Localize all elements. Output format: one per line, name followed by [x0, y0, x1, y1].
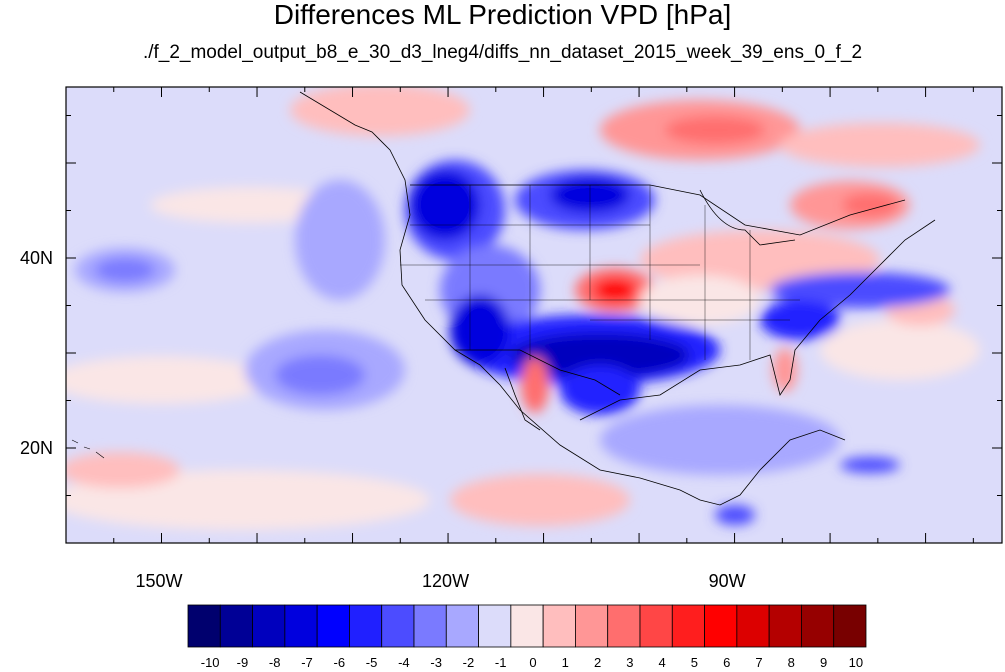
- blue-patch: [770, 272, 950, 308]
- blue-patch: [275, 355, 365, 395]
- lon-label: 120W: [422, 571, 470, 591]
- state-borders: [400, 185, 800, 360]
- state-border-lines: [400, 224, 800, 321]
- field-shading: [66, 87, 1002, 543]
- colorbar-swatch: [833, 604, 867, 648]
- colorbar-label: 1: [561, 655, 569, 670]
- blue-patch: [295, 180, 385, 300]
- colorbar-label: 4: [658, 655, 666, 670]
- lon-label: 150W: [135, 571, 183, 591]
- colorbar-label: -1: [494, 655, 507, 670]
- colorbar-label: 9: [819, 655, 828, 670]
- colorbar-label: 7: [755, 655, 763, 670]
- colorbar-label: 3: [626, 655, 634, 670]
- colorbar-swatch: [768, 604, 802, 648]
- red-patch: [842, 193, 898, 217]
- colorbar-swatch: [671, 604, 705, 648]
- plot-frame: [65, 86, 1003, 544]
- lat-label: 40N: [20, 248, 54, 268]
- colorbar-swatch: [639, 604, 673, 648]
- blue-patch: [450, 295, 510, 365]
- colorbar-label: -3: [430, 655, 442, 670]
- colorbar-label: 2: [593, 655, 602, 670]
- colorbar-swatch: [736, 604, 770, 648]
- pink-patch: [820, 320, 980, 380]
- colorbar-swatch: [284, 604, 318, 648]
- coastlines: [299, 91, 936, 506]
- colorbar-label: 6: [723, 655, 731, 670]
- colorbar-swatch: [187, 604, 221, 648]
- hawaii-islands: [71, 439, 105, 459]
- colorbar-swatch: [704, 604, 738, 648]
- colorbar-swatch: [252, 604, 286, 648]
- pink-patch: [450, 474, 630, 526]
- pink-patch: [66, 452, 180, 488]
- colorbar-swatch: [349, 604, 383, 648]
- west-coastline: [299, 91, 846, 506]
- colorbar-swatch: [510, 604, 544, 648]
- red-patch: [773, 348, 797, 392]
- map-subtitle: ./f_2_model_output_b8_e_30_d3_lneg4/diff…: [142, 42, 863, 63]
- colorbar-label: -7: [301, 655, 313, 670]
- state-border-lines: [469, 185, 751, 360]
- red-patch: [593, 278, 637, 302]
- colorbar-swatch: [445, 604, 479, 648]
- map-title: Differences ML Prediction VPD [hPa]: [273, 0, 732, 30]
- blue-patch: [95, 258, 155, 282]
- blue-patch: [760, 300, 840, 340]
- blue-patch: [840, 457, 900, 473]
- colorbar-swatch: [219, 604, 253, 648]
- colorbar-swatch: [575, 604, 609, 648]
- colorbar-swatch: [542, 604, 576, 648]
- colorbar-swatch: [801, 604, 835, 648]
- gulf-atlantic-coastline: [579, 219, 936, 421]
- colorbar-swatch: [381, 604, 415, 648]
- us-mexico-border: [455, 349, 621, 396]
- colorbar-label: -5: [365, 655, 378, 670]
- red-patch: [780, 123, 980, 167]
- colorbar-label: 10: [848, 655, 864, 670]
- pink-patch: [66, 470, 430, 530]
- colorbar-label: -4: [398, 655, 410, 670]
- colorbar-label: -8: [268, 655, 281, 670]
- colorbar-swatch: [478, 604, 512, 648]
- lon-label: 90W: [708, 571, 746, 591]
- colorbar-label: -9: [236, 655, 249, 670]
- red-patch: [665, 116, 765, 144]
- lat-label: 20N: [20, 438, 54, 458]
- blue-patch: [715, 505, 755, 525]
- colorbar-label: 8: [787, 655, 795, 670]
- colorbar-swatch: [413, 604, 447, 648]
- blue-patch: [560, 365, 640, 415]
- colorbar: [187, 604, 867, 648]
- red-patch: [521, 357, 549, 413]
- baja-coastline: [504, 367, 541, 431]
- colorbar-label: 0: [529, 655, 537, 670]
- hawaii-coastline: [71, 439, 105, 459]
- blue-patch: [510, 333, 690, 377]
- pink-patch: [66, 356, 270, 404]
- red-patch: [290, 87, 470, 136]
- colorbar-label: -10: [200, 655, 220, 670]
- colorbar-swatch: [316, 604, 350, 648]
- blue-patch: [600, 405, 840, 475]
- great-lakes: [699, 189, 796, 246]
- blue-patch: [410, 170, 480, 240]
- colorbar-swatch: [607, 604, 641, 648]
- colorbar-label: -2: [462, 655, 475, 670]
- axis-ticks: [66, 87, 1002, 543]
- colorbar-label: 5: [690, 655, 699, 670]
- colorbar-label: -6: [333, 655, 346, 670]
